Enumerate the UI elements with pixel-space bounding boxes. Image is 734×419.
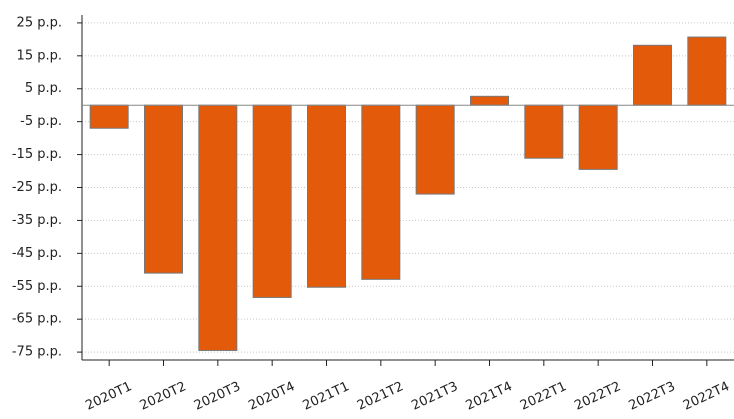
y-tick-label: -35 p.p.: [12, 213, 62, 228]
bar: [307, 104, 346, 288]
y-tick-label: -45 p.p.: [12, 246, 62, 261]
y-tick-label: -75 p.p.: [12, 345, 62, 360]
y-tick-label: 15 p.p.: [17, 48, 62, 63]
y-tick-label: -55 p.p.: [12, 279, 62, 294]
y-tick-label: 25 p.p.: [17, 15, 62, 30]
bar: [144, 104, 183, 274]
bar: [687, 36, 727, 106]
bar: [524, 104, 564, 159]
bar: [415, 104, 455, 195]
bar: [198, 104, 238, 351]
bar: [633, 44, 672, 106]
x-tick-label: 2022T2: [572, 379, 623, 413]
bar: [252, 104, 292, 298]
y-tick-label: -5 p.p.: [20, 114, 62, 129]
bar: [89, 104, 129, 129]
bar: [470, 95, 509, 106]
x-tick-label: 2020T1: [83, 379, 134, 413]
bar: [361, 104, 401, 280]
x-tick-label: 2021T3: [409, 379, 460, 413]
x-tick-label: 2021T2: [355, 379, 406, 413]
y-tick-label: 5 p.p.: [25, 81, 62, 96]
y-tick-label: -25 p.p.: [12, 180, 62, 195]
x-tick-label: 2020T3: [192, 379, 243, 413]
bar: [578, 104, 618, 170]
x-tick-label: 2022T4: [681, 379, 732, 413]
y-tick-label: -15 p.p.: [12, 147, 62, 162]
x-tick-label: 2022T3: [627, 379, 678, 413]
x-tick-label: 2020T2: [138, 379, 189, 413]
x-tick-label: 2021T1: [301, 379, 352, 413]
y-tick-label: -65 p.p.: [12, 312, 62, 327]
x-tick-label: 2021T4: [464, 379, 515, 413]
x-tick-label: 2022T1: [518, 379, 569, 413]
x-tick-label: 2020T4: [246, 379, 297, 413]
